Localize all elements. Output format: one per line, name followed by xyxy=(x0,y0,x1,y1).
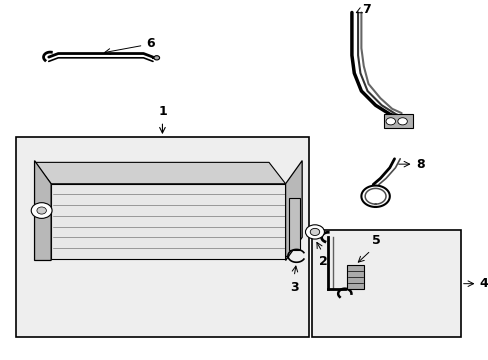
Bar xyxy=(16,138,308,337)
Circle shape xyxy=(385,118,395,125)
Bar xyxy=(289,198,299,250)
Polygon shape xyxy=(35,161,51,261)
Text: 3: 3 xyxy=(289,281,298,294)
Circle shape xyxy=(154,56,159,60)
Text: 1: 1 xyxy=(158,105,166,118)
Circle shape xyxy=(309,228,319,235)
Bar xyxy=(384,114,413,129)
Circle shape xyxy=(37,207,46,214)
Text: 6: 6 xyxy=(145,37,154,50)
Text: 4: 4 xyxy=(479,277,488,290)
Polygon shape xyxy=(35,162,285,184)
Text: 5: 5 xyxy=(371,234,380,247)
Bar xyxy=(346,265,363,289)
Circle shape xyxy=(397,118,407,125)
Text: 8: 8 xyxy=(415,158,424,171)
Polygon shape xyxy=(51,184,285,259)
Bar xyxy=(311,230,460,337)
Circle shape xyxy=(31,203,52,219)
Polygon shape xyxy=(285,161,302,261)
Text: 7: 7 xyxy=(362,3,370,16)
Circle shape xyxy=(305,225,324,239)
Text: 2: 2 xyxy=(319,255,327,268)
